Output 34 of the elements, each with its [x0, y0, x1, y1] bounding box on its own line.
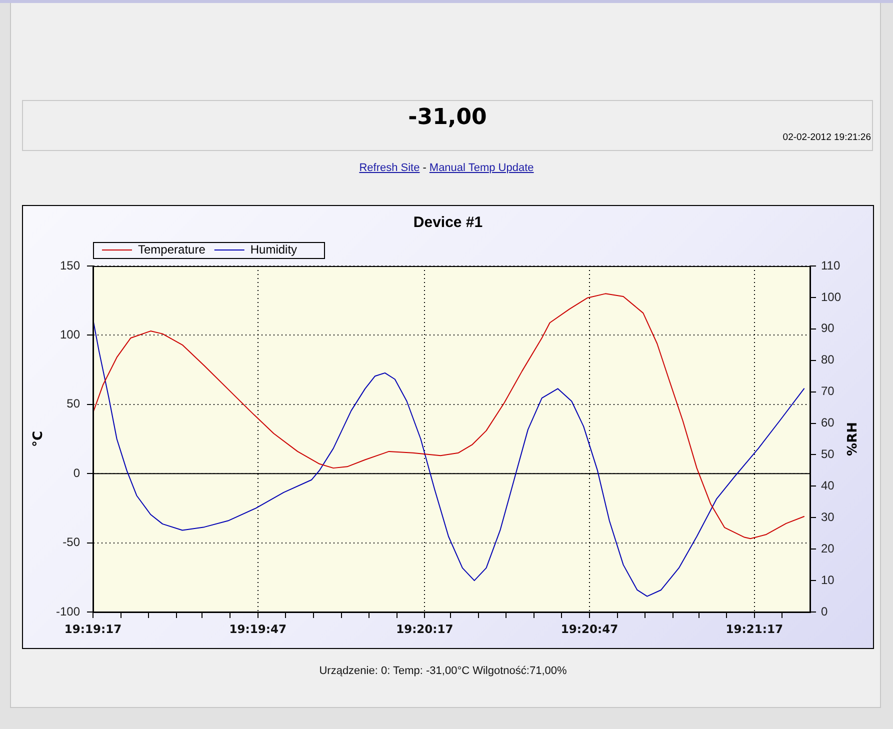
- text: Urządzenie: 0: Temp: -31,00°C Wilgotność:71,00%: [319, 665, 567, 677]
- y-tick-label: -100: [56, 604, 80, 618]
- y2-tick-label: 110: [821, 258, 840, 272]
- y2-tick-label: 20: [821, 541, 835, 556]
- text: Refresh Site: [359, 162, 420, 174]
- legend-label: Humidity: [250, 242, 298, 256]
- y2-axis-title: %RH: [845, 422, 860, 456]
- legend-label: Temperature: [138, 242, 206, 256]
- x-tick-label: 19:20:17: [396, 622, 454, 636]
- y-tick-label: 0: [73, 466, 80, 480]
- y2-tick-label: 50: [821, 447, 835, 462]
- y-tick-label: 100: [60, 328, 80, 342]
- y2-tick-label: 70: [821, 384, 835, 398]
- x-tick-label: 19:21:17: [726, 622, 783, 636]
- x-tick-label: 19:19:17: [64, 622, 122, 636]
- y2-tick-label: 10: [821, 572, 835, 587]
- text: -: [422, 162, 426, 174]
- chart-title: Device #1: [413, 214, 483, 232]
- y2-tick-label: 100: [821, 290, 842, 304]
- x-tick-label: 19:19:47: [229, 622, 286, 636]
- text: Manual Temp Update: [429, 162, 534, 174]
- y-tick-label: 50: [66, 396, 80, 411]
- y2-tick-label: 0: [821, 604, 828, 618]
- y2-tick-label: 60: [821, 416, 835, 430]
- text: -31,00: [407, 105, 488, 131]
- text: 02-02-2012 19:21:26: [782, 132, 871, 143]
- y2-tick-label: 40: [821, 478, 835, 492]
- y2-tick-label: 90: [821, 321, 835, 336]
- y-axis-title: °C: [31, 430, 46, 448]
- x-tick-label: 19:20:47: [560, 622, 618, 636]
- y2-tick-label: 30: [821, 510, 835, 524]
- y-tick-label: -50: [62, 535, 80, 550]
- y-tick-label: 150: [60, 258, 80, 272]
- y2-tick-label: 80: [821, 352, 835, 367]
